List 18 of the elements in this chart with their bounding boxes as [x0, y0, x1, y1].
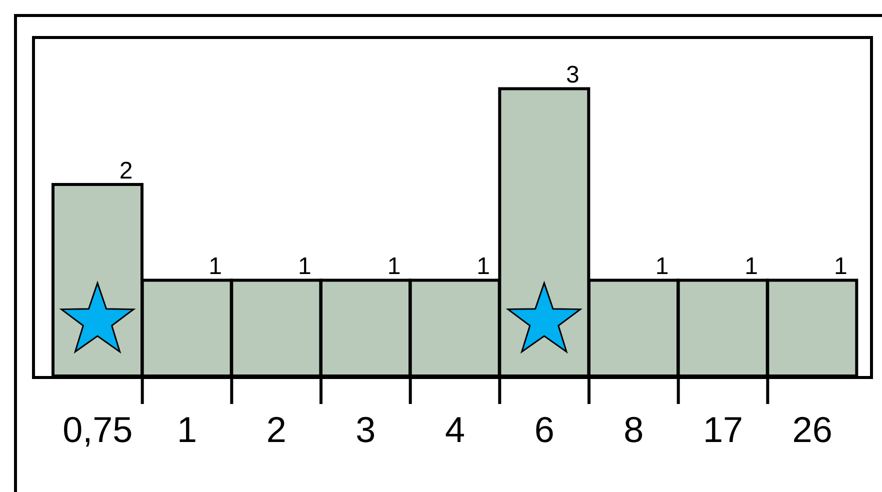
- data-label: 1: [744, 253, 758, 280]
- x-tick-label: 3: [356, 409, 376, 450]
- data-label: 1: [298, 253, 312, 280]
- data-label: 1: [476, 253, 490, 280]
- x-tick-label: 1: [176, 409, 198, 450]
- data-label: 1: [208, 253, 222, 280]
- x-tick-label: 8: [624, 409, 644, 450]
- data-label: 2: [119, 157, 133, 184]
- data-label: 1: [655, 253, 669, 280]
- x-tick-label: 6: [534, 409, 554, 450]
- x-tick-label: 26: [792, 409, 832, 450]
- data-label: 3: [566, 62, 580, 89]
- data-label: 1: [387, 253, 401, 280]
- x-tick-label: 4: [444, 409, 466, 450]
- x-tick-label: 17: [702, 409, 744, 450]
- x-tick-label: 0,75: [62, 409, 133, 450]
- data-label: 1: [834, 253, 848, 280]
- x-tick-label: 2: [266, 409, 286, 450]
